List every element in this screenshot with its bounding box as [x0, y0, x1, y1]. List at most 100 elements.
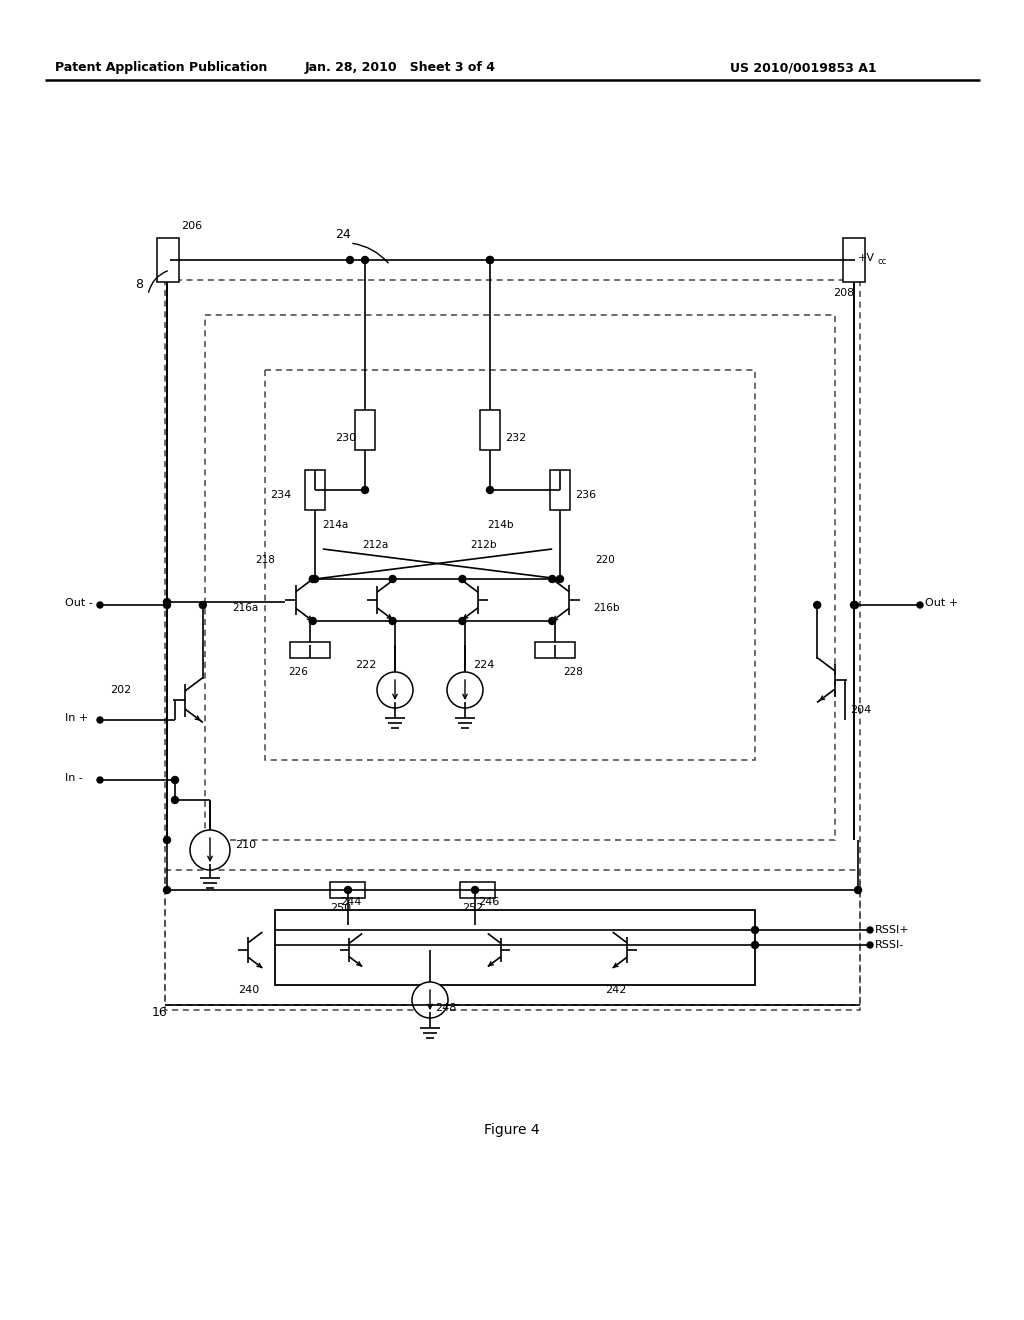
Text: Out -: Out -: [65, 598, 93, 609]
Circle shape: [164, 602, 171, 609]
Text: 222: 222: [355, 660, 377, 671]
Text: 206: 206: [181, 220, 202, 231]
Circle shape: [361, 487, 369, 494]
Circle shape: [459, 576, 466, 582]
Circle shape: [164, 887, 171, 894]
Bar: [535, 642, 575, 657]
Circle shape: [486, 256, 494, 264]
Circle shape: [361, 256, 369, 264]
Text: 232: 232: [505, 433, 526, 444]
Text: 212a: 212a: [362, 540, 388, 550]
Text: Out +: Out +: [925, 598, 958, 609]
Circle shape: [549, 618, 556, 624]
Bar: [480, 411, 500, 450]
Circle shape: [867, 942, 873, 948]
Circle shape: [549, 576, 556, 582]
Circle shape: [918, 602, 923, 609]
Circle shape: [471, 887, 478, 894]
Circle shape: [164, 837, 171, 843]
Bar: [157, 238, 179, 282]
Circle shape: [447, 672, 483, 708]
Circle shape: [486, 487, 494, 494]
Text: 242: 242: [605, 985, 627, 995]
Circle shape: [486, 256, 494, 264]
Circle shape: [309, 576, 316, 582]
Text: 16: 16: [152, 1006, 168, 1019]
Circle shape: [164, 598, 171, 606]
Text: 228: 228: [563, 667, 583, 677]
Text: In -: In -: [65, 774, 83, 783]
Text: Patent Application Publication: Patent Application Publication: [55, 62, 267, 74]
Text: 248: 248: [435, 1003, 457, 1012]
Circle shape: [459, 618, 466, 624]
Text: RSSI+: RSSI+: [874, 925, 909, 935]
Text: In +: In +: [65, 713, 88, 723]
Circle shape: [854, 887, 861, 894]
Circle shape: [344, 887, 351, 894]
Text: 212b: 212b: [470, 540, 497, 550]
Circle shape: [752, 927, 759, 933]
Text: 236: 236: [575, 490, 596, 500]
Circle shape: [556, 576, 563, 582]
Bar: [355, 411, 375, 450]
Bar: [843, 238, 865, 282]
Text: Jan. 28, 2010   Sheet 3 of 4: Jan. 28, 2010 Sheet 3 of 4: [304, 62, 496, 74]
Circle shape: [346, 256, 353, 264]
Text: 202: 202: [110, 685, 131, 696]
Text: cc: cc: [877, 257, 886, 267]
Circle shape: [847, 256, 853, 264]
Text: 244: 244: [340, 898, 361, 907]
Circle shape: [346, 887, 353, 894]
Circle shape: [97, 717, 103, 723]
Text: 220: 220: [595, 554, 614, 565]
Bar: [460, 882, 495, 898]
Text: US 2010/0019853 A1: US 2010/0019853 A1: [730, 62, 877, 74]
Text: 226: 226: [288, 667, 308, 677]
Text: 240: 240: [238, 985, 259, 995]
Text: 204: 204: [850, 705, 871, 715]
Text: 216b: 216b: [593, 603, 620, 612]
Circle shape: [200, 602, 206, 609]
Bar: [550, 470, 570, 510]
Circle shape: [167, 256, 173, 264]
Circle shape: [389, 618, 396, 624]
Circle shape: [752, 941, 759, 949]
Bar: [205, 315, 835, 840]
Text: RSSI-: RSSI-: [874, 940, 904, 950]
Circle shape: [97, 602, 103, 609]
Text: 252: 252: [462, 903, 483, 913]
Text: 234: 234: [270, 490, 291, 500]
Bar: [275, 909, 755, 985]
Text: 250: 250: [330, 903, 351, 913]
Text: Figure 4: Figure 4: [484, 1123, 540, 1137]
Circle shape: [867, 927, 873, 933]
Circle shape: [852, 602, 858, 609]
Text: 214b: 214b: [487, 520, 513, 531]
Text: 230: 230: [335, 433, 356, 444]
Text: 246: 246: [478, 898, 500, 907]
Text: 224: 224: [473, 660, 495, 671]
Bar: [305, 470, 325, 510]
Circle shape: [309, 618, 316, 624]
Text: 218: 218: [255, 554, 274, 565]
Text: 216a: 216a: [232, 603, 258, 612]
Text: 210: 210: [234, 840, 256, 850]
Text: +V: +V: [858, 253, 874, 263]
Bar: [265, 370, 755, 760]
Text: 8: 8: [135, 279, 143, 292]
Circle shape: [412, 982, 449, 1018]
Text: 214a: 214a: [322, 520, 348, 531]
Circle shape: [389, 576, 396, 582]
Bar: [165, 870, 860, 1005]
Bar: [330, 882, 365, 898]
Bar: [165, 280, 860, 1010]
Text: 208: 208: [833, 288, 854, 298]
Circle shape: [377, 672, 413, 708]
Text: 24: 24: [335, 228, 351, 242]
Circle shape: [814, 602, 820, 609]
Circle shape: [97, 777, 103, 783]
Circle shape: [171, 776, 178, 784]
Bar: [290, 642, 330, 657]
Circle shape: [851, 602, 857, 609]
Circle shape: [171, 796, 178, 804]
